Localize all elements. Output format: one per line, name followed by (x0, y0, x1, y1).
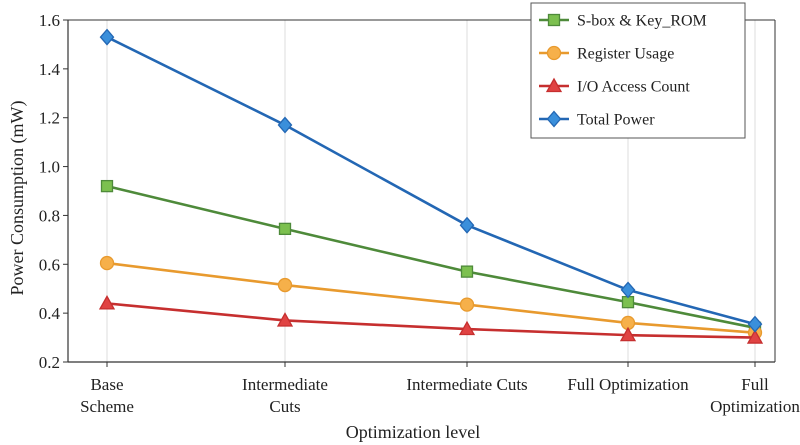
legend: S-box & Key_ROM Register Usage I/O Access … (530, 2, 746, 139)
y-tick-label: 1.6 (39, 11, 60, 30)
legend-label: Total Power (577, 112, 655, 129)
legend-marker (546, 45, 562, 61)
data-point (277, 277, 293, 293)
legend-entry: S-box & Key_ROM (539, 13, 707, 30)
y-tick-label: 0.2 (39, 353, 60, 372)
y-tick-label: 1.2 (39, 109, 60, 128)
data-point (98, 295, 116, 310)
y-tick-label: 0.4 (39, 304, 61, 323)
axes: 0.2 0.4 0.6 0.8 1.0 1.2 1.4 1.6 Base Scheme Interm… (39, 11, 800, 416)
data-point (278, 222, 292, 236)
y-axis-title: Power Consumption (mW) (7, 101, 28, 296)
y-tick-label: 0.6 (39, 255, 60, 274)
x-tick-label: Base Scheme (80, 375, 134, 416)
series-2 (98, 295, 764, 344)
y-tick-label: 1.0 (39, 158, 60, 177)
x-tick-label: Full Optimization (567, 375, 689, 394)
legend-entry: Total Power (539, 110, 655, 129)
data-point (276, 312, 294, 327)
legend-label: I/O Access Count (577, 79, 690, 96)
data-point (277, 116, 293, 134)
x-tick-label-line: Cuts (269, 397, 300, 416)
x-tick-label: Intermediate Cuts (242, 375, 328, 416)
y-tick-label: 0.8 (39, 206, 60, 225)
x-tick-label-line: Intermediate Cuts (406, 375, 527, 394)
data-point (99, 255, 115, 271)
data-point (99, 28, 115, 46)
x-tick-label-line: Full (741, 375, 769, 394)
data-point (458, 320, 476, 336)
x-tick-label: Full Optimization (710, 375, 800, 416)
legend-entry: Register Usage (539, 46, 674, 63)
series-0 (100, 179, 762, 334)
y-tick-label: 1.4 (39, 60, 61, 79)
data-point (460, 265, 474, 278)
legend-box (530, 2, 746, 139)
legend-label: S-box & Key_ROM (577, 13, 707, 30)
data-point (746, 329, 764, 344)
x-tick-label-line: Intermediate (242, 375, 328, 394)
x-tick-label-line: Base (90, 375, 123, 394)
legend-entry: I/O Access Count (539, 77, 690, 96)
data-point (619, 326, 637, 342)
x-axis-title: Optimization level (346, 422, 480, 442)
legend-marker (545, 77, 563, 93)
x-tick-label: Intermediate Cuts (406, 375, 527, 394)
x-tick-label-line: Optimization (710, 397, 800, 416)
series-group (98, 28, 764, 344)
data-point (620, 281, 636, 299)
data-point (747, 315, 763, 333)
legend-marker (546, 110, 562, 128)
series-3 (99, 28, 763, 333)
data-point (100, 179, 114, 193)
data-point (459, 297, 475, 312)
x-tick-label-line: Scheme (80, 397, 134, 416)
legend-label: Register Usage (577, 46, 674, 63)
series-line (106, 184, 756, 330)
data-point (459, 216, 475, 234)
x-tick-label-line: Full Optimization (567, 375, 689, 394)
legend-marker (547, 13, 561, 27)
